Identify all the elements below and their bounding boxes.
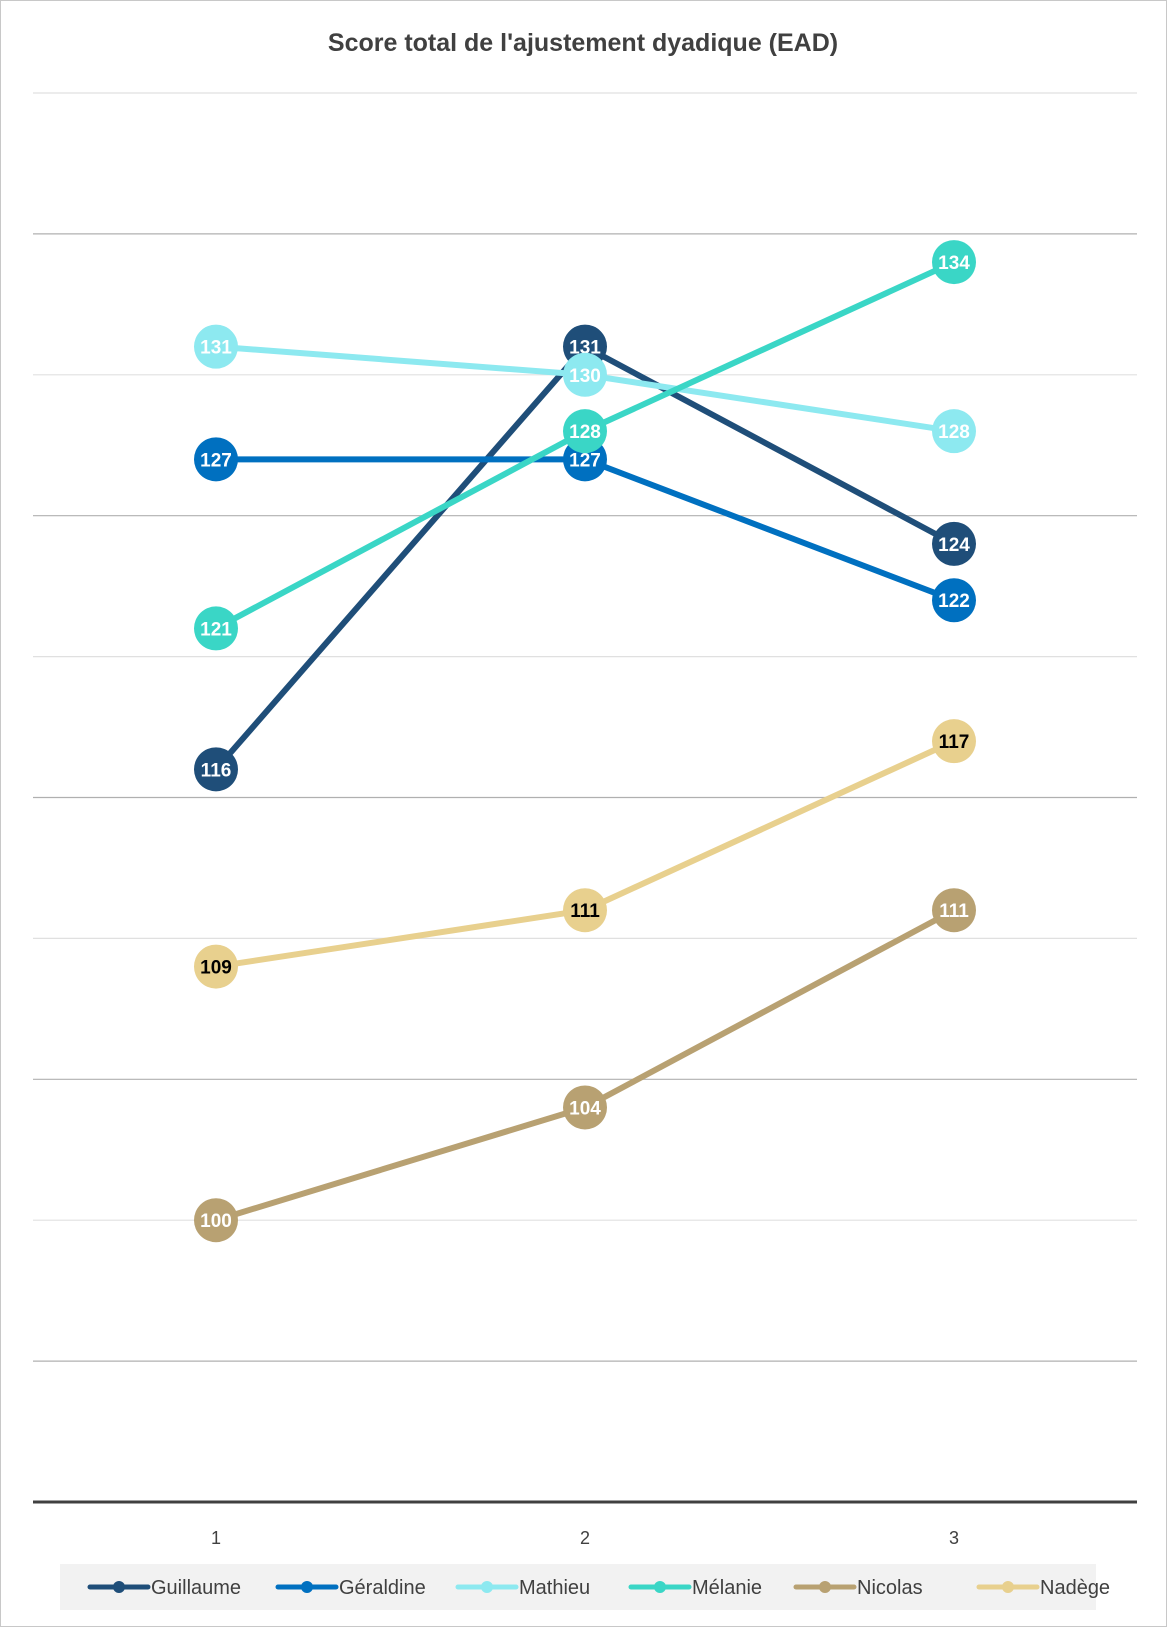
series-markers: 116 131 124 127 127 122 131 130 128 121 128 134 100 1… — [194, 240, 976, 1243]
x-tick-label: 1 — [211, 1528, 221, 1548]
data-point — [932, 578, 976, 623]
data-point — [932, 888, 976, 933]
data-point — [194, 1198, 238, 1243]
data-label: 131 — [200, 338, 232, 359]
series-line-Nicolas — [213, 907, 957, 1224]
legend-marker — [654, 1581, 666, 1593]
series-lines — [213, 259, 957, 1224]
chart-title: Score total de l'ajustement dyadique (EA… — [328, 29, 838, 57]
data-label: 127 — [200, 450, 232, 471]
legend-marker — [1002, 1581, 1014, 1593]
data-point — [563, 409, 607, 454]
data-point — [932, 240, 976, 285]
data-label: 116 — [201, 760, 232, 781]
data-label: 128 — [569, 422, 601, 443]
data-label: 130 — [569, 366, 601, 387]
data-label: 104 — [569, 1098, 601, 1119]
data-label: 131 — [569, 338, 601, 359]
legend-marker — [301, 1581, 313, 1593]
data-label: 117 — [939, 732, 970, 753]
legend-label: Mélanie — [692, 1577, 762, 1599]
data-point — [563, 352, 607, 397]
data-point — [194, 437, 238, 482]
legend-marker — [113, 1581, 125, 1593]
legend-label: Nicolas — [857, 1577, 923, 1599]
data-point — [194, 944, 238, 989]
legend: Guillaume Géraldine Mathieu Mélanie Nicolas N… — [60, 1564, 1110, 1610]
data-label: 124 — [938, 535, 970, 556]
data-point — [194, 324, 238, 369]
x-tick-label: 2 — [580, 1528, 590, 1548]
gridlines — [33, 92, 1137, 1362]
legend-label: Mathieu — [519, 1577, 590, 1599]
data-point — [563, 888, 607, 933]
legend-label: Nadège — [1040, 1577, 1110, 1599]
data-label: 109 — [200, 958, 232, 979]
data-label: 127 — [569, 450, 601, 471]
legend-marker — [819, 1581, 831, 1593]
x-tick-label: 3 — [949, 1528, 959, 1548]
data-label: 111 — [939, 901, 969, 922]
data-point — [932, 719, 976, 764]
data-label: 134 — [938, 253, 970, 274]
data-label: 111 — [570, 901, 600, 922]
data-point — [194, 747, 238, 792]
data-point — [932, 521, 976, 566]
data-label: 128 — [938, 422, 970, 443]
data-label: 100 — [200, 1211, 232, 1232]
data-point — [563, 1085, 607, 1130]
x-tick-labels: 1 2 3 — [211, 1528, 959, 1548]
legend-label: Guillaume — [151, 1577, 241, 1599]
data-label: 121 — [200, 619, 232, 640]
legend-label: Géraldine — [339, 1577, 426, 1599]
legend-marker — [481, 1581, 493, 1593]
data-point — [194, 606, 238, 651]
series-line-Nadège — [213, 738, 957, 970]
data-point — [932, 409, 976, 454]
legend-background — [60, 1564, 1096, 1610]
data-label: 122 — [938, 591, 970, 612]
